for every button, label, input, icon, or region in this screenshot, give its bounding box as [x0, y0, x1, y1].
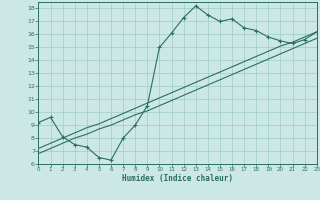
X-axis label: Humidex (Indice chaleur): Humidex (Indice chaleur): [122, 174, 233, 183]
